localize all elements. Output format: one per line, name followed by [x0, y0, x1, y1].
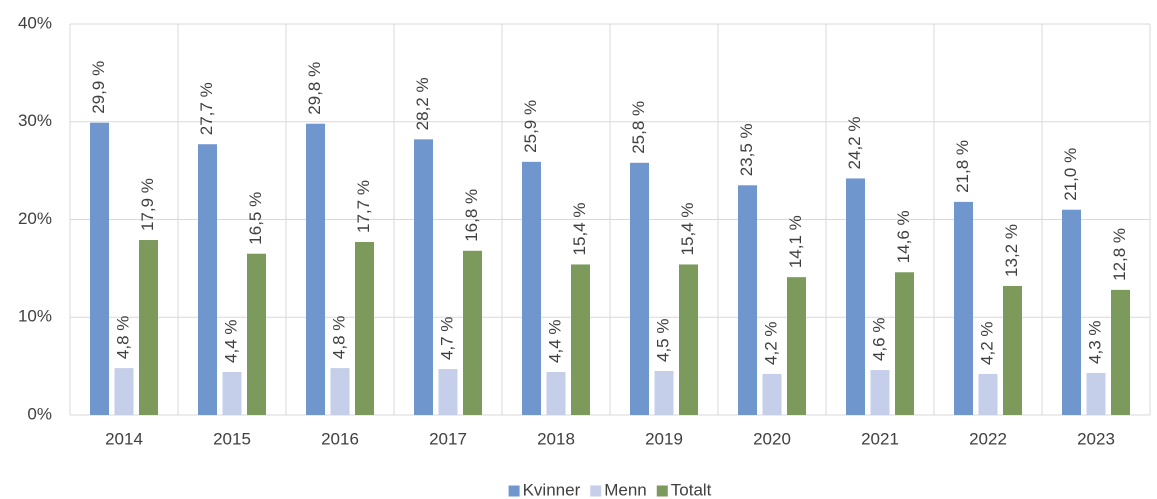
value-label: 21,0 % [1061, 148, 1080, 201]
x-tick-label: 2021 [861, 429, 899, 448]
value-label: 4,3 % [1085, 320, 1104, 363]
value-label: 13,2 % [1002, 224, 1021, 277]
value-label: 14,6 % [894, 210, 913, 263]
bar [954, 201, 973, 415]
value-label: 28,2 % [413, 77, 432, 130]
value-label: 12,8 % [1110, 228, 1129, 281]
y-tick-label: 0% [27, 404, 52, 423]
bar [139, 240, 158, 415]
bar [1086, 372, 1106, 415]
value-label: 17,9 % [138, 178, 157, 231]
bar [90, 122, 109, 415]
bar [571, 264, 590, 415]
bar [522, 161, 541, 415]
legend-swatch [590, 485, 602, 497]
x-tick-label: 2016 [321, 429, 359, 448]
value-label: 15,4 % [678, 203, 697, 256]
bar [414, 139, 433, 415]
value-label: 27,7 % [197, 82, 216, 135]
bar [114, 368, 134, 415]
bar [247, 253, 266, 415]
bar [306, 123, 325, 415]
bar [330, 368, 350, 415]
value-label: 4,2 % [977, 321, 996, 364]
bar [355, 241, 374, 415]
value-label: 4,7 % [437, 317, 456, 360]
bar [1111, 289, 1130, 415]
value-label: 4,8 % [113, 316, 132, 359]
bar [870, 370, 890, 415]
bar [679, 264, 698, 415]
value-label: 4,4 % [545, 320, 564, 363]
value-label: 4,8 % [329, 316, 348, 359]
x-tick-label: 2023 [1077, 429, 1115, 448]
x-tick-label: 2017 [429, 429, 467, 448]
x-tick-label: 2015 [213, 429, 251, 448]
bar [1003, 285, 1022, 415]
bar [463, 250, 482, 415]
bar [222, 371, 242, 415]
y-tick-label: 30% [18, 111, 52, 130]
bar [630, 162, 649, 415]
legend-label: Totalt [671, 480, 712, 499]
value-label: 29,9 % [89, 61, 108, 114]
bar [738, 185, 757, 415]
bar [546, 371, 566, 415]
y-tick-label: 40% [18, 13, 52, 32]
bar [762, 373, 782, 415]
value-label: 4,6 % [869, 318, 888, 361]
value-label: 4,4 % [221, 320, 240, 363]
bar [654, 371, 674, 415]
value-label: 25,8 % [629, 101, 648, 154]
legend-label: Kvinner [523, 480, 581, 499]
value-label: 21,8 % [953, 140, 972, 193]
x-tick-label: 2019 [645, 429, 683, 448]
value-label: 16,8 % [462, 189, 481, 242]
y-tick-label: 10% [18, 307, 52, 326]
x-tick-label: 2022 [969, 429, 1007, 448]
bar [895, 272, 914, 415]
value-label: 15,4 % [570, 203, 589, 256]
bar [846, 178, 865, 415]
value-label: 4,2 % [761, 321, 780, 364]
value-label: 14,1 % [786, 215, 805, 268]
x-tick-label: 2014 [105, 429, 143, 448]
x-tick-label: 2018 [537, 429, 575, 448]
legend-swatch [656, 485, 668, 497]
bar [978, 373, 998, 415]
value-label: 29,8 % [305, 62, 324, 115]
y-tick-label: 20% [18, 209, 52, 228]
value-label: 24,2 % [845, 117, 864, 170]
value-label: 4,5 % [653, 319, 672, 362]
bar [787, 277, 806, 415]
bar [1062, 209, 1081, 415]
legend-swatch [508, 485, 520, 497]
x-tick-label: 2020 [753, 429, 791, 448]
bar [438, 369, 458, 415]
value-label: 23,5 % [737, 123, 756, 176]
legend-label: Menn [604, 480, 647, 499]
value-label: 25,9 % [521, 100, 540, 153]
bar [198, 144, 217, 416]
value-label: 16,5 % [246, 192, 265, 245]
value-label: 17,7 % [354, 180, 373, 233]
